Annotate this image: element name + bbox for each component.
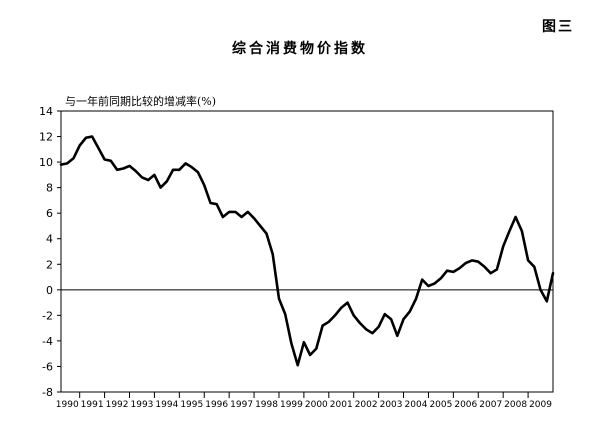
y-tick-label: 14	[39, 105, 53, 118]
y-tick-label: -6	[42, 360, 53, 373]
y-tick-label: 10	[39, 156, 53, 169]
y-tick-label: -2	[42, 309, 53, 322]
x-tick-label: 2000	[305, 400, 328, 410]
y-tick-label: 0	[46, 284, 53, 297]
x-tick-label: 2001	[330, 400, 353, 410]
y-tick-label: 2	[46, 258, 53, 271]
x-tick-label: 1997	[230, 400, 253, 410]
x-tick-label: 1995	[180, 400, 203, 410]
y-tick-label: 12	[39, 131, 53, 144]
x-tick-label: 2007	[479, 400, 502, 410]
y-tick-label: -8	[42, 386, 53, 399]
y-tick-label: 8	[46, 182, 53, 195]
y-tick-label: 6	[46, 207, 53, 220]
cpi-series-line	[59, 135, 555, 367]
x-tick-label: 1999	[280, 400, 303, 410]
y-tick-label: -4	[42, 335, 53, 348]
chart-title: 综合消费物价指数	[232, 41, 368, 57]
figure-label: 图三	[542, 19, 574, 35]
x-tick-label: 1993	[131, 400, 154, 410]
plot-frame	[60, 110, 554, 393]
x-tick-label: 2009	[529, 400, 552, 410]
y-tick-label: 4	[46, 233, 53, 246]
x-tick-label: 2003	[380, 400, 403, 410]
plot-area	[59, 135, 555, 367]
x-tick-label: 1992	[106, 400, 129, 410]
x-tick-label: 2008	[504, 400, 527, 410]
x-tick-label: 2006	[454, 400, 477, 410]
x-tick-label: 1994	[155, 400, 178, 410]
x-tick-label: 2002	[355, 400, 378, 410]
x-tick-label: 1996	[205, 400, 228, 410]
x-tick-label: 2004	[405, 400, 428, 410]
x-tick-label: 1998	[255, 400, 278, 410]
y-axis-label: 与一年前同期比较的增减率(%)	[65, 95, 217, 108]
x-tick-label: 1990	[56, 400, 79, 410]
x-tick-label: 1991	[81, 400, 104, 410]
x-tick-label: 2005	[429, 400, 452, 410]
